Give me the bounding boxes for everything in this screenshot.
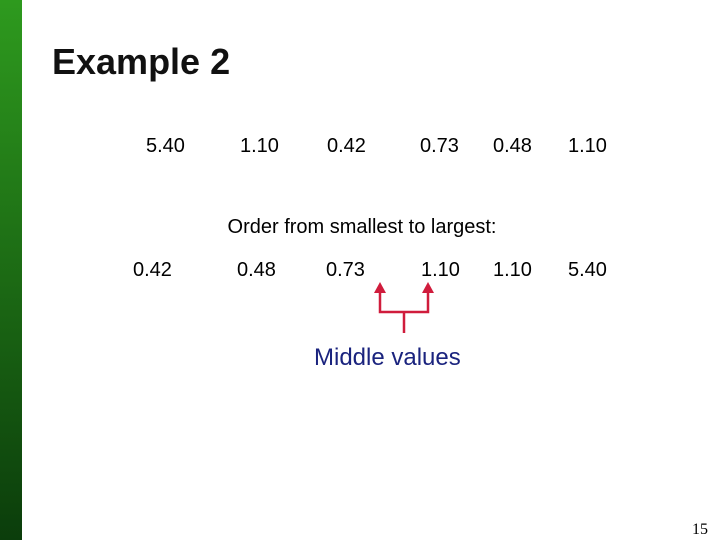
value: 0.42 <box>133 259 172 281</box>
value: 0.42 <box>327 135 366 157</box>
value: 5.40 <box>146 135 185 157</box>
value: 0.48 <box>237 259 276 281</box>
page-number: 15 <box>692 521 708 538</box>
value: 1.10 <box>421 259 460 281</box>
annotation: Middle values <box>314 344 461 371</box>
value: 1.10 <box>493 259 532 281</box>
arrow-heads <box>374 282 434 293</box>
value: 1.10 <box>240 135 279 157</box>
value: 5.40 <box>568 259 607 281</box>
value: 1.10 <box>568 135 607 157</box>
ordered-row: 0.42 0.48 0.73 1.10 1.10 5.40 <box>133 259 607 281</box>
value: 0.73 <box>420 135 459 157</box>
slide-title: Example 2 <box>52 41 230 82</box>
side-bar <box>0 0 22 540</box>
value: 0.48 <box>493 135 532 157</box>
original-row: 5.40 1.10 0.42 0.73 0.48 1.10 <box>146 135 607 157</box>
value: 0.73 <box>326 259 365 281</box>
instruction: Order from smallest to largest: <box>228 216 497 238</box>
bracket <box>378 292 430 333</box>
